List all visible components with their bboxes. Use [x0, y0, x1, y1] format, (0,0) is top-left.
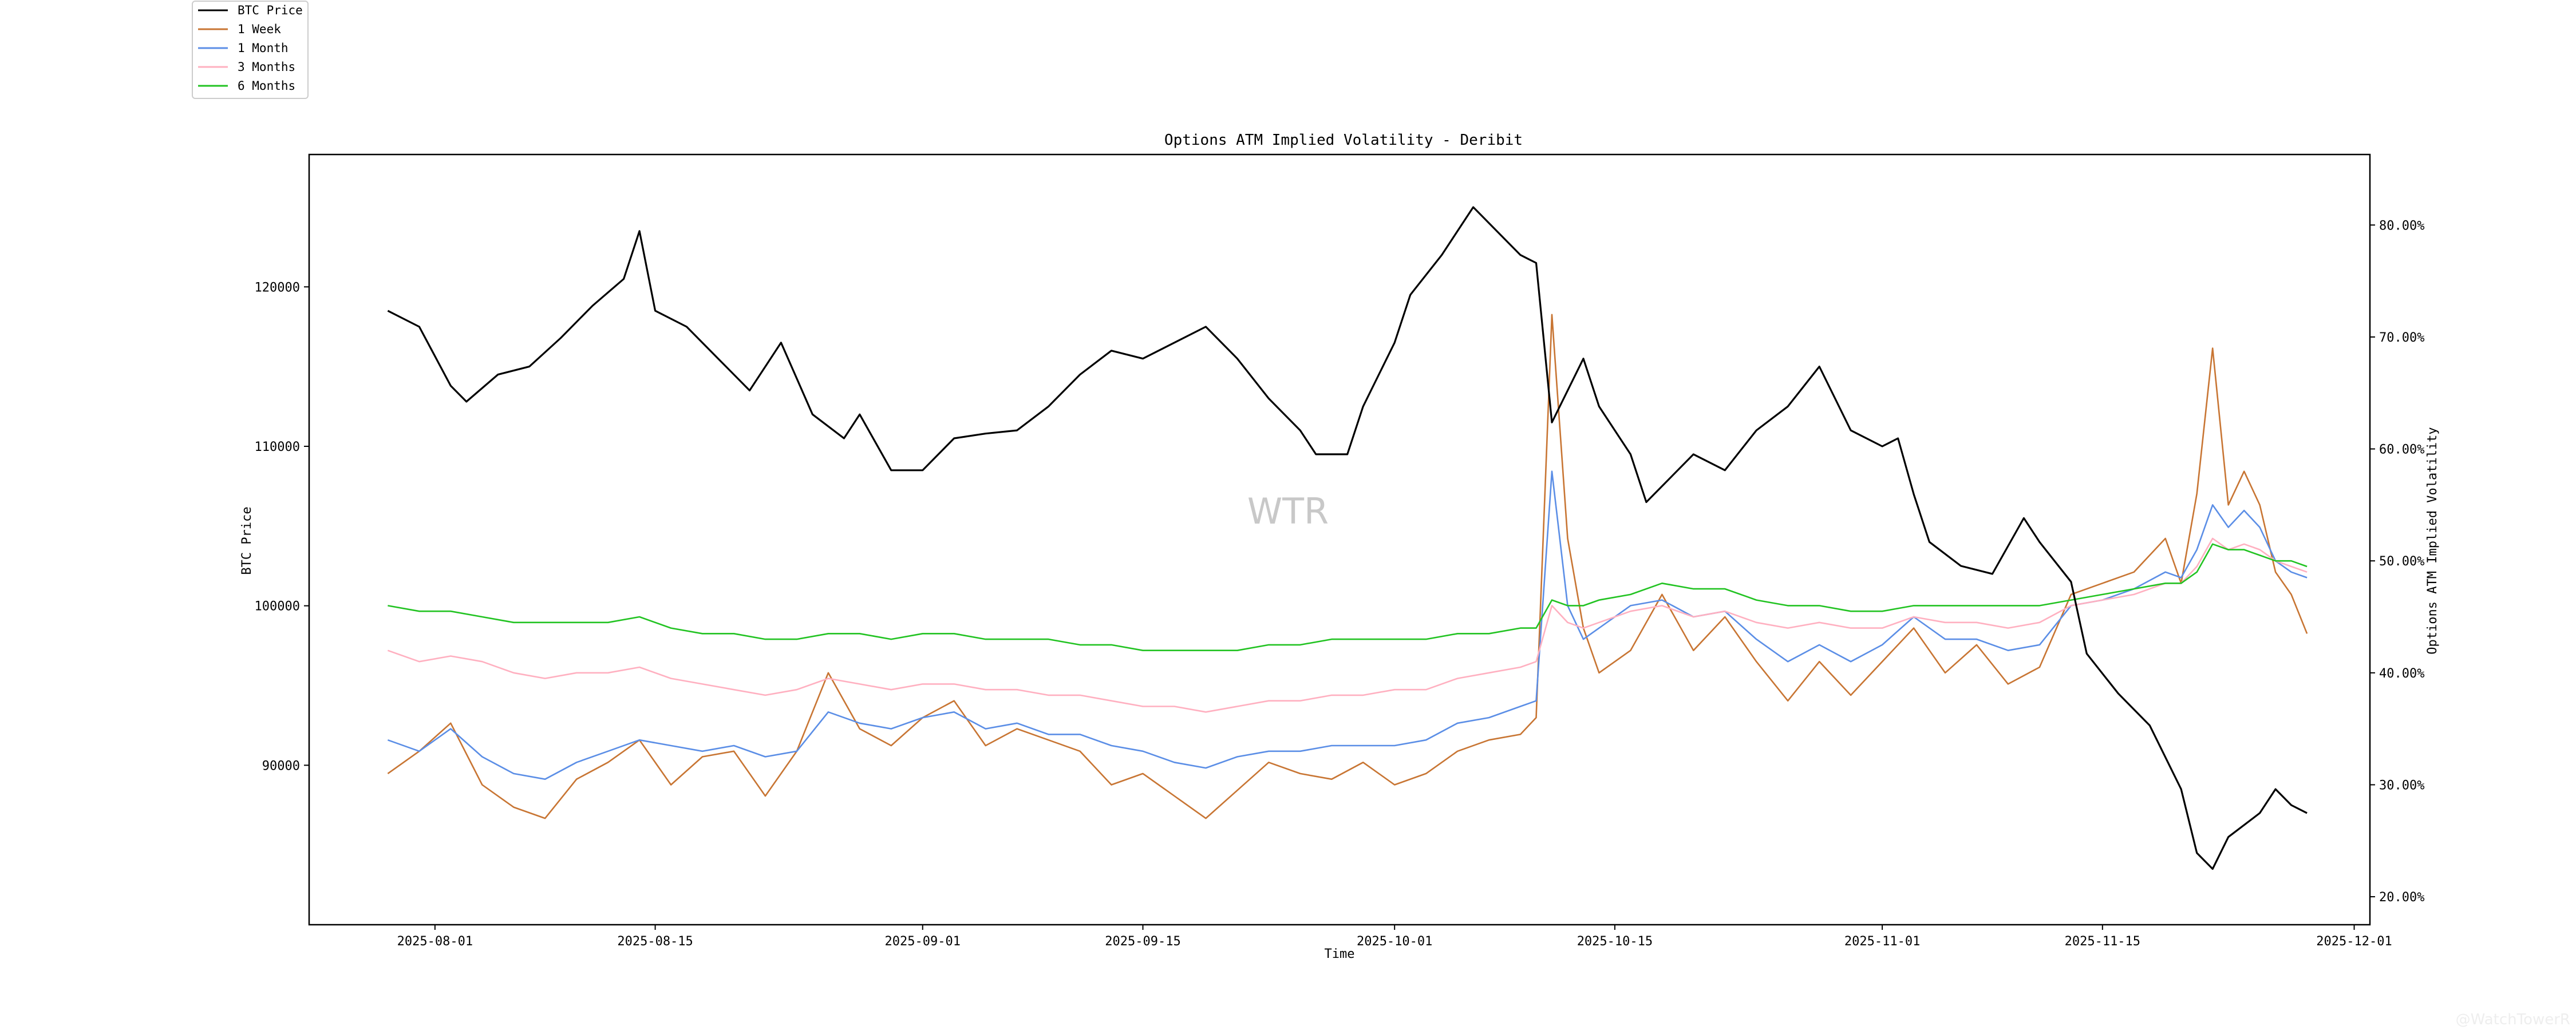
y-axis-left-title: BTC Price: [240, 506, 254, 575]
y-right-tick-label: 30.00%: [2379, 778, 2424, 793]
y-left-tick-label: 90000: [262, 759, 300, 773]
plot-lines: [387, 206, 2308, 870]
legend-box: [192, 1, 309, 99]
series-line-1-month: [387, 470, 2308, 780]
y-right-tick-label: 50.00%: [2379, 554, 2424, 569]
y-right-tick-label: 80.00%: [2379, 219, 2424, 233]
x-tick-label: 2025-09-01: [885, 934, 961, 949]
series-line-btc-price: [387, 206, 2308, 870]
y-right-tick-label: 20.00%: [2379, 890, 2424, 905]
y-left-tick-label: 110000: [255, 440, 300, 454]
brand-mark: @WatchTowerR: [2456, 1011, 2570, 1028]
legend-label-btc-price: BTC Price: [238, 3, 303, 17]
x-tick-label: 2025-11-15: [2065, 934, 2140, 949]
y-axis-right: 20.00% 30.00% 40.00% 50.00% 60.00% 70.00% 80.0…: [2370, 219, 2424, 905]
y-left-tick-label: 100000: [255, 600, 300, 614]
plot-frame: [308, 153, 2371, 926]
legend-label-6-months: 6 Months: [238, 79, 295, 93]
x-tick-label: 2025-11-01: [1844, 934, 1920, 949]
y-axis-left: 90000 100000 110000 120000: [255, 280, 309, 773]
x-axis: 2025-08-01 2025-08-15 2025-09-01 2025-09-15…: [397, 925, 2392, 949]
legend-label-1-month: 1 Month: [238, 41, 289, 55]
chart-title: Options ATM Implied Volatility - Deribit: [1164, 132, 1523, 149]
x-tick-label: 2025-08-15: [617, 934, 693, 949]
legend-label-1-week: 1 Week: [238, 22, 281, 36]
y-axis-right-title: Options ATM Implied Volatility: [2425, 427, 2440, 654]
x-tick-label: 2025-10-01: [1357, 934, 1432, 949]
series-line-3-months: [387, 537, 2308, 713]
x-tick-label: 2025-12-01: [2316, 934, 2392, 949]
y-right-tick-label: 40.00%: [2379, 667, 2424, 681]
y-right-tick-label: 60.00%: [2379, 443, 2424, 457]
y-left-tick-label: 120000: [255, 280, 300, 295]
watermark: WTR: [1247, 490, 1329, 532]
legend-label-3-months: 3 Months: [238, 60, 295, 74]
series-line-1-week: [387, 314, 2308, 819]
x-tick-label: 2025-08-01: [397, 934, 473, 949]
x-tick-label: 2025-10-15: [1577, 934, 1653, 949]
x-axis-title: Time: [1325, 947, 1355, 961]
series-line-6-months: [388, 543, 2308, 651]
legend: BTC Price 1 Week 1 Month 3 Months 6 Months: [192, 1, 309, 99]
y-right-tick-label: 70.00%: [2379, 331, 2424, 345]
x-tick-label: 2025-09-15: [1105, 934, 1180, 949]
